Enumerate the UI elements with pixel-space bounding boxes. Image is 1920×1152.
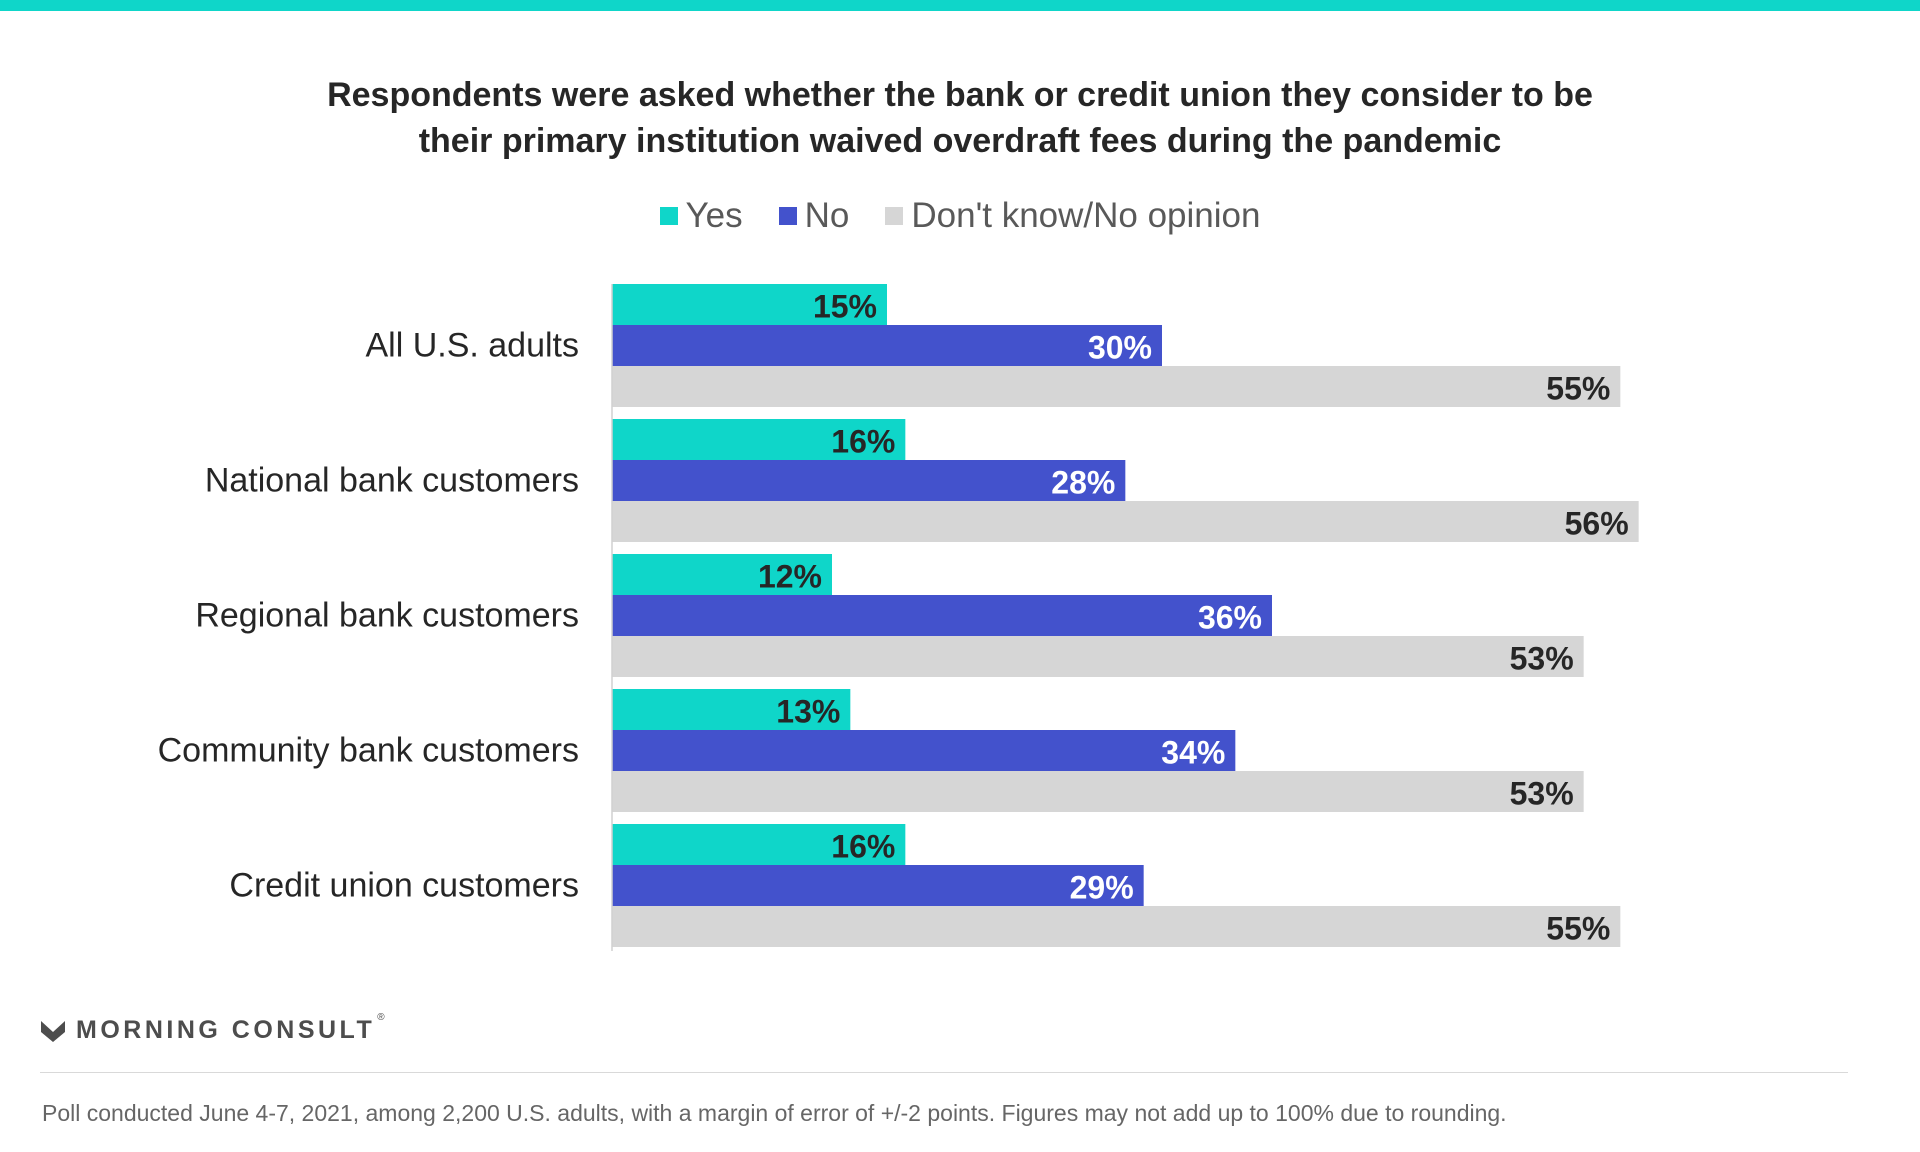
bar-no-regional-bank-customers (612, 595, 1272, 636)
data-label-don-t-know-no-opinion-regional-bank-customers: 53% (1510, 641, 1574, 677)
data-label-don-t-know-no-opinion-credit-union-customers: 55% (1546, 911, 1610, 947)
bar-don-t-know-no-opinion-all-u-s-adults (612, 366, 1621, 407)
data-label-yes-community-bank-customers: 13% (776, 694, 840, 730)
data-label-yes-all-u-s-adults: 15% (813, 289, 877, 325)
chart-title-line-2: their primary institution waived overdra… (418, 122, 1502, 160)
top-accent-stripe (0, 0, 1920, 11)
data-label-don-t-know-no-opinion-national-bank-customers: 56% (1565, 506, 1629, 542)
data-label-don-t-know-no-opinion-community-bank-customers: 53% (1510, 776, 1574, 812)
bar-yes-community-bank-customers (612, 689, 851, 730)
bar-don-t-know-no-opinion-national-bank-customers (612, 501, 1639, 542)
data-label-no-national-bank-customers: 28% (1051, 465, 1115, 501)
bar-don-t-know-no-opinion-community-bank-customers (612, 771, 1584, 812)
data-label-no-regional-bank-customers: 36% (1198, 600, 1262, 636)
chart-title-line-1: Respondents were asked whether the bank … (327, 76, 1593, 114)
category-label-national-bank-customers: National bank customers (205, 462, 579, 500)
legend-label-no: No (804, 196, 850, 235)
category-label-all-u-s-adults: All U.S. adults (365, 327, 579, 365)
data-label-no-all-u-s-adults: 30% (1088, 330, 1152, 366)
bar-don-t-know-no-opinion-regional-bank-customers (612, 636, 1584, 677)
bar-yes-all-u-s-adults (612, 284, 887, 325)
legend-item-dont-know: Don't know/No opinion (885, 196, 1260, 236)
bar-yes-national-bank-customers (612, 419, 906, 460)
footnote: Poll conducted June 4-7, 2021, among 2,2… (42, 1100, 1507, 1126)
legend-item-yes: Yes (659, 196, 743, 236)
category-label-community-bank-customers: Community bank customers (158, 732, 579, 770)
legend-swatch-no (778, 207, 797, 225)
data-label-yes-credit-union-customers: 16% (831, 829, 895, 865)
bar-yes-credit-union-customers (612, 824, 906, 865)
brand-name: MORNING CONSULT (76, 1016, 376, 1044)
bar-no-all-u-s-adults (612, 325, 1162, 366)
data-label-no-credit-union-customers: 29% (1070, 870, 1134, 906)
footer-divider (40, 1072, 1848, 1073)
legend-item-no: No (778, 196, 850, 236)
bar-don-t-know-no-opinion-credit-union-customers (612, 906, 1621, 947)
bar-no-national-bank-customers (612, 460, 1126, 501)
legend-swatch-yes (659, 207, 678, 225)
data-label-yes-national-bank-customers: 16% (831, 424, 895, 460)
category-label-regional-bank-customers: Regional bank customers (195, 597, 579, 635)
legend-label-dont-know: Don't know/No opinion (911, 196, 1261, 235)
chart-legend: Yes No Don't know/No opinion (0, 196, 1920, 236)
category-label-credit-union-customers: Credit union customers (229, 867, 579, 905)
brand-registered-mark: ® (377, 1012, 385, 1023)
brand-logo: MORNING CONSULT ® (40, 1012, 385, 1045)
bar-no-credit-union-customers (612, 865, 1144, 906)
legend-swatch-dont-know (885, 207, 904, 225)
legend-label-yes: Yes (685, 196, 743, 235)
data-label-yes-regional-bank-customers: 12% (758, 559, 822, 595)
bar-yes-regional-bank-customers (612, 554, 832, 595)
chart-title: Respondents were asked whether the bank … (160, 72, 1760, 164)
data-label-don-t-know-no-opinion-all-u-s-adults: 55% (1546, 371, 1610, 407)
bar-no-community-bank-customers (612, 730, 1236, 771)
data-label-no-community-bank-customers: 34% (1161, 735, 1225, 771)
morning-consult-logo-icon (41, 1020, 65, 1042)
